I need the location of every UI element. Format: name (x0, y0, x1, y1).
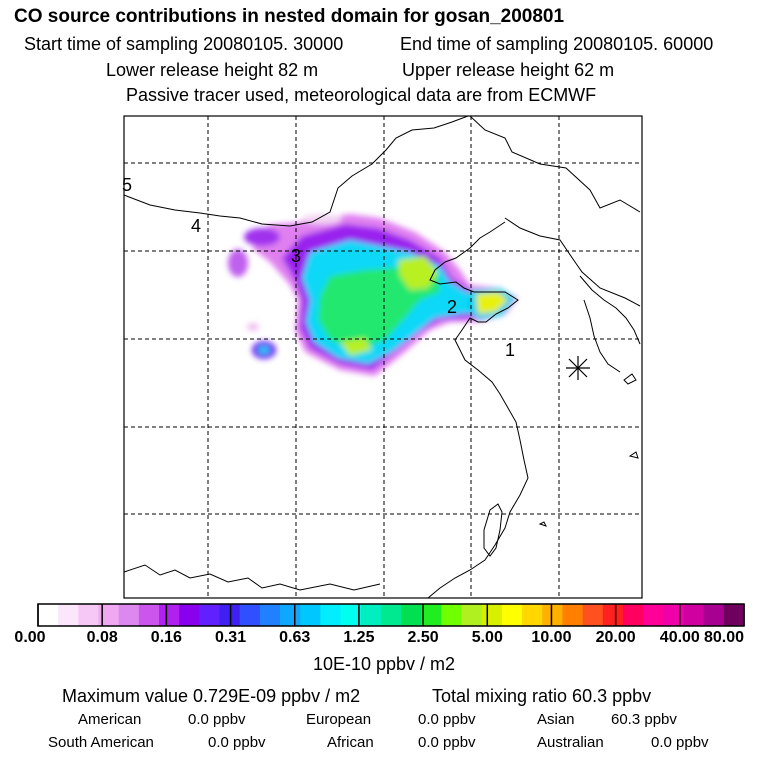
colorbar-swatch (723, 604, 745, 626)
southwest-border (124, 564, 381, 591)
colorbar-tick-label: 40.00 (659, 629, 700, 646)
colorbar-swatch (461, 604, 483, 626)
colorbar-swatch (622, 604, 644, 626)
colorbar-tick-label: 0.08 (86, 629, 118, 646)
contrib-value-european: 0.0 ppbv (418, 711, 476, 728)
upper-height-label: Upper release height 62 m (402, 60, 615, 80)
contrib-value-australian: 0.0 ppbv (651, 734, 709, 751)
colorbar-swatch (259, 604, 281, 626)
colorbar-swatch (562, 604, 584, 626)
colorbar-swatch (199, 604, 221, 626)
mongolia-border (124, 116, 469, 227)
trajectory-label-3: 3 (291, 246, 302, 266)
colorbar-unit: 10E-10 ppbv / m2 (312, 654, 456, 674)
plume-field (228, 214, 518, 376)
colorbar-tick-label: 1.25 (343, 629, 375, 646)
colorbar-tick-label: 10.00 (531, 629, 572, 646)
colorbar-tick-label: 0.63 (279, 629, 311, 646)
colorbar-swatch (501, 604, 523, 626)
colorbar-swatch (179, 604, 200, 626)
graticule (124, 116, 642, 598)
japan-islands (538, 373, 639, 527)
bohai-coast (427, 221, 529, 598)
contrib-name-australian: Australian (537, 734, 604, 751)
coastlines (124, 116, 641, 598)
lower-height-label: Lower release height 82 m (106, 60, 319, 80)
colorbar-tick-label: 2.50 (407, 629, 439, 646)
plume-yellowgreen-2 (340, 338, 372, 356)
colorbar-tick-label: 0.16 (150, 629, 182, 646)
trajectory-label-2: 2 (447, 297, 458, 317)
colorbar-swatch (78, 604, 100, 626)
colorbar-tick-label: 80.00 (703, 629, 745, 646)
plume-blob-west (244, 228, 280, 246)
tracer-note: Passive tracer used, meteorological data… (126, 85, 597, 105)
trajectory-label-4: 4 (191, 216, 202, 236)
colorbar-swatch (582, 604, 604, 626)
colorbar (37, 603, 745, 627)
korea-coast (579, 275, 641, 373)
plume-yellowgreen (398, 256, 438, 290)
colorbar-swatch (118, 604, 140, 626)
colorbar-swatch (643, 604, 664, 626)
plot-title: CO source contributions in nested domain… (14, 6, 565, 27)
colorbar-swatch (602, 604, 624, 626)
colorbar-swatch (138, 604, 160, 626)
colorbar-swatch (239, 604, 261, 626)
map-frame (123, 115, 643, 599)
contrib-value-asian: 60.3 ppbv (611, 711, 677, 728)
colorbar-tick-label: 20.00 (595, 629, 636, 646)
contrib-value-american: 0.0 ppbv (188, 711, 246, 728)
plume-blob-west-2 (228, 249, 248, 277)
colorbar-swatch (683, 604, 705, 626)
max-value-label: Maximum value 0.729E-09 ppbv / m2 (62, 686, 361, 706)
total-mixing-label: Total mixing ratio 60.3 ppbv (432, 686, 652, 706)
trajectory-label-1: 1 (505, 340, 516, 360)
contrib-name-south-american: South American (48, 734, 154, 751)
plume-blob-south-core (258, 346, 270, 354)
colorbar-swatch (300, 604, 321, 626)
colorbar-swatch (58, 604, 79, 626)
colorbar-swatch (663, 604, 684, 626)
colorbar-swatch (38, 604, 59, 626)
colorbar-tick-label: 0.31 (214, 629, 247, 646)
contrib-value-african: 0.0 ppbv (418, 734, 476, 751)
colorbar-swatch (340, 604, 362, 626)
colorbar-swatch (542, 604, 563, 626)
colorbar-swatch (360, 604, 382, 626)
taiwan-outline (483, 503, 503, 557)
colorbar-frame (37, 603, 745, 627)
colorbar-swatch (481, 604, 503, 626)
colorbar-tick-label: 5.00 (471, 629, 503, 646)
colorbar-swatch (401, 604, 422, 626)
colorbar-swatch (320, 604, 342, 626)
colorbar-swatch (522, 604, 543, 626)
contrib-name-african: African (327, 734, 374, 751)
start-time-label: Start time of sampling 20080105. 30000 (24, 34, 344, 54)
trajectory-label-5: 5 (122, 175, 133, 195)
korea-border (504, 217, 641, 307)
plume-blob-small (247, 323, 259, 331)
colorbar-swatch (703, 604, 725, 626)
colorbar-tick-label: 0.00 (14, 629, 46, 646)
map-content (124, 116, 642, 598)
colorbar-swatch (159, 604, 180, 626)
contrib-value-south-american: 0.0 ppbv (208, 734, 266, 751)
contrib-name-asian: Asian (537, 711, 575, 728)
colorbar-swatch (280, 604, 301, 626)
end-time-label: End time of sampling 20080105. 60000 (400, 34, 714, 54)
colorbar-swatch (380, 604, 402, 626)
contrib-name-european: European (306, 711, 372, 728)
plume-shandong-core (476, 292, 508, 314)
colorbar-swatch (421, 604, 442, 626)
receptor-star-icon (566, 356, 590, 380)
colorbar-swatch (98, 604, 120, 626)
manchuria-border (469, 116, 641, 213)
colorbar-swatch (441, 604, 463, 626)
contrib-name-american: American (78, 711, 142, 728)
